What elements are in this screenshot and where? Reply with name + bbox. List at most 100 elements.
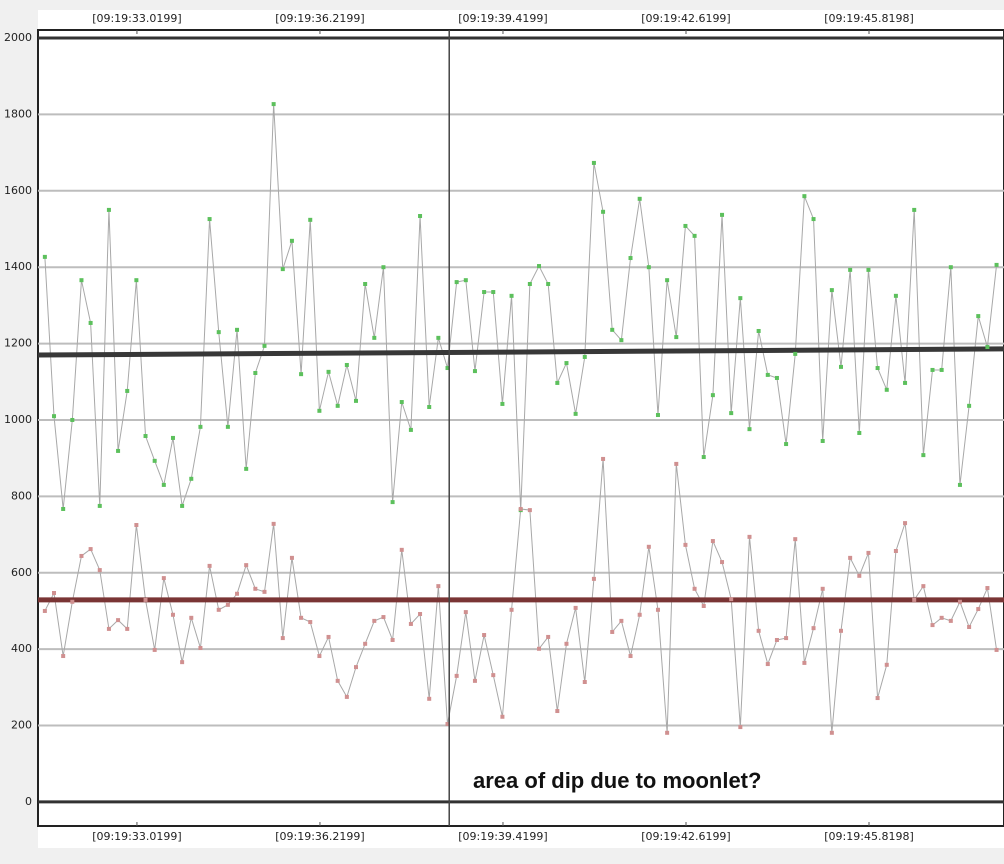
data-point	[601, 456, 606, 461]
data-point	[289, 555, 294, 560]
data-point	[244, 563, 249, 568]
data-point	[756, 628, 761, 633]
x-tick-label-bottom: [09:19:39.4199]	[458, 830, 547, 843]
data-point	[884, 662, 889, 667]
data-point	[353, 398, 358, 403]
data-point	[985, 586, 990, 591]
data-point	[427, 696, 432, 701]
data-point	[930, 623, 935, 628]
data-point	[628, 256, 633, 261]
data-point	[747, 534, 752, 539]
data-point	[454, 280, 459, 285]
data-point	[491, 673, 496, 678]
data-point	[838, 628, 843, 633]
data-point	[591, 576, 596, 581]
data-point	[70, 599, 75, 604]
x-tick-label-top: [09:19:36.2199]	[275, 12, 364, 25]
data-point	[747, 427, 752, 432]
data-point	[848, 555, 853, 560]
data-point	[573, 411, 578, 416]
data-point	[326, 369, 331, 374]
data-point	[683, 223, 688, 228]
data-point	[939, 615, 944, 620]
data-point	[829, 730, 834, 735]
x-tick-label-bottom: [09:19:36.2199]	[275, 830, 364, 843]
data-point	[710, 539, 715, 544]
data-point	[838, 364, 843, 369]
data-point	[280, 636, 285, 641]
x-tick-label-top: [09:19:42.6199]	[641, 12, 730, 25]
data-point	[472, 678, 477, 683]
data-point	[637, 612, 642, 617]
data-point	[710, 393, 715, 398]
data-point	[875, 366, 880, 371]
data-point	[271, 521, 276, 526]
data-point	[271, 102, 276, 107]
data-point	[976, 314, 981, 319]
data-point	[189, 476, 194, 481]
data-point	[701, 603, 706, 608]
data-point	[235, 327, 240, 332]
data-point	[921, 453, 926, 458]
data-point	[363, 282, 368, 287]
data-point	[701, 455, 706, 460]
data-point	[674, 335, 679, 340]
data-point	[518, 506, 523, 511]
data-point	[482, 290, 487, 295]
data-point	[500, 401, 505, 406]
data-point	[591, 160, 596, 165]
y-tick-label: 1400	[4, 260, 32, 273]
data-point	[335, 403, 340, 408]
data-point	[692, 586, 697, 591]
data-point	[161, 576, 166, 581]
data-point	[198, 424, 203, 429]
y-tick-label: 200	[11, 719, 32, 732]
x-tick-label-bottom: [09:19:45.8198]	[824, 830, 913, 843]
data-point	[875, 696, 880, 701]
x-tick-label-top: [09:19:33.0199]	[92, 12, 181, 25]
data-point	[948, 618, 953, 623]
data-point	[774, 375, 779, 380]
data-point	[546, 634, 551, 639]
data-point	[738, 725, 743, 730]
data-point	[61, 506, 66, 511]
data-point	[491, 290, 496, 295]
data-point	[225, 424, 230, 429]
x-tick-label-top: [09:19:45.8198]	[824, 12, 913, 25]
data-point	[445, 366, 450, 371]
data-point	[408, 427, 413, 432]
data-point	[884, 387, 889, 392]
data-point	[399, 547, 404, 552]
data-point	[655, 413, 660, 418]
plot-layer: 0 200 400 600 800 1000 1200 1400 1600 1800 2000 [09…	[4, 12, 1004, 843]
data-point	[912, 597, 917, 602]
data-point	[912, 207, 917, 212]
data-point	[344, 694, 349, 699]
data-point	[903, 380, 908, 385]
data-point	[820, 586, 825, 591]
data-point	[537, 264, 542, 269]
data-point	[42, 254, 47, 259]
data-point	[866, 267, 871, 272]
y-tick-label: 1200	[4, 337, 32, 350]
data-point	[967, 625, 972, 629]
data-point	[381, 615, 386, 620]
y-tick-label: 800	[11, 489, 32, 502]
data-point	[116, 618, 121, 623]
y-tick-label: 600	[11, 566, 32, 579]
data-point	[454, 673, 459, 678]
data-point	[262, 589, 267, 594]
data-point	[893, 293, 898, 298]
y-tick-label: 1800	[4, 107, 32, 120]
data-point	[308, 217, 313, 222]
data-point	[756, 328, 761, 333]
data-point	[527, 508, 532, 513]
data-point	[198, 646, 203, 651]
data-point	[390, 637, 395, 642]
data-point	[418, 612, 423, 617]
data-point	[88, 547, 93, 552]
data-point	[665, 278, 670, 283]
data-point	[372, 618, 377, 623]
